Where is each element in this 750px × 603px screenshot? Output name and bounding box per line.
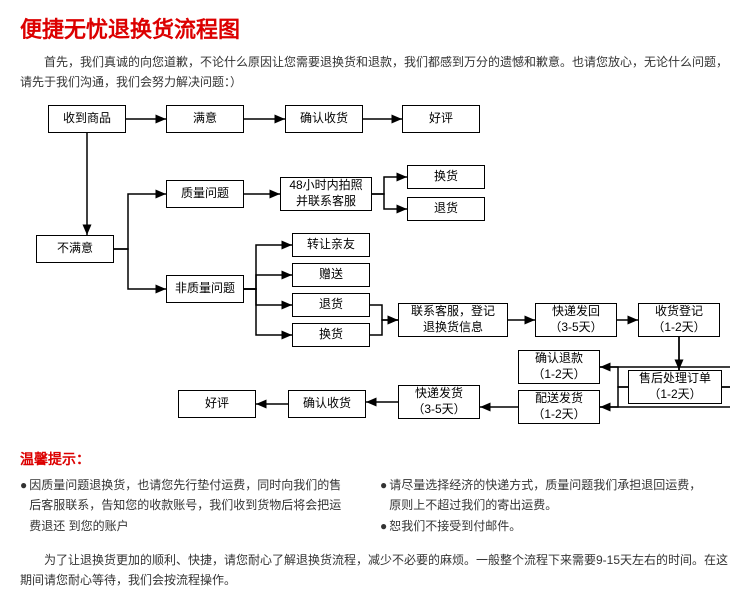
tip-item: ●恕我们不接受到付邮件。 bbox=[380, 516, 710, 536]
node-n8: 换货 bbox=[407, 165, 485, 189]
node-n21: 快递发货 （3-5天） bbox=[398, 385, 480, 419]
node-n20: 配送发货 （1-2天） bbox=[518, 390, 600, 424]
node-n4: 好评 bbox=[402, 105, 480, 133]
node-n3: 确认收货 bbox=[285, 105, 363, 133]
node-n10: 非质量问题 bbox=[166, 275, 244, 303]
node-n5: 不满意 bbox=[36, 235, 114, 263]
node-n22: 确认收货 bbox=[288, 390, 366, 418]
flowchart: 收到商品满意确认收货好评不满意质量问题48小时内拍照 并联系客服换货退货非质量问… bbox=[20, 105, 730, 435]
footer-text: 为了让退换货更加的顺利、快捷，请您耐心了解退换货流程，减少不必要的麻烦。一般整个… bbox=[20, 550, 730, 591]
node-n14: 换货 bbox=[292, 323, 370, 347]
node-n7: 48小时内拍照 并联系客服 bbox=[280, 177, 372, 211]
node-n1: 收到商品 bbox=[48, 105, 126, 133]
intro-text: 首先，我们真诚的向您道歉，不论什么原因让您需要退换货和退款，我们都感到万分的遗憾… bbox=[20, 52, 730, 93]
node-n17: 收货登记 （1-2天） bbox=[638, 303, 720, 337]
tips-section: ●因质量问题退换货，也请您先行垫付运费，同时向我们的售后客服联系，告知您的收款账… bbox=[20, 475, 730, 536]
node-n15: 联系客服，登记 退换货信息 bbox=[398, 303, 508, 337]
node-n9: 退货 bbox=[407, 197, 485, 221]
page-title: 便捷无忧退换货流程图 bbox=[20, 12, 730, 44]
node-n12: 赠送 bbox=[292, 263, 370, 287]
node-n2: 满意 bbox=[166, 105, 244, 133]
tips-title: 温馨提示： bbox=[20, 449, 730, 469]
flowchart-edges bbox=[20, 105, 730, 435]
node-n18: 售后处理订单 （1-2天） bbox=[628, 370, 722, 404]
tips-right: ●请尽量选择经济的快递方式，质量问题我们承担退回运费，原则上不超过我们的寄出运费… bbox=[380, 475, 710, 536]
tip-item: ●请尽量选择经济的快递方式，质量问题我们承担退回运费，原则上不超过我们的寄出运费… bbox=[380, 475, 710, 516]
node-n16: 快递发回 （3-5天） bbox=[535, 303, 617, 337]
node-n23: 好评 bbox=[178, 390, 256, 418]
node-n11: 转让亲友 bbox=[292, 233, 370, 257]
tip-item: ●因质量问题退换货，也请您先行垫付运费，同时向我们的售后客服联系，告知您的收款账… bbox=[20, 475, 350, 536]
tips-left: ●因质量问题退换货，也请您先行垫付运费，同时向我们的售后客服联系，告知您的收款账… bbox=[20, 475, 350, 536]
node-n13: 退货 bbox=[292, 293, 370, 317]
node-n6: 质量问题 bbox=[166, 180, 244, 208]
node-n19: 确认退款 （1-2天） bbox=[518, 350, 600, 384]
